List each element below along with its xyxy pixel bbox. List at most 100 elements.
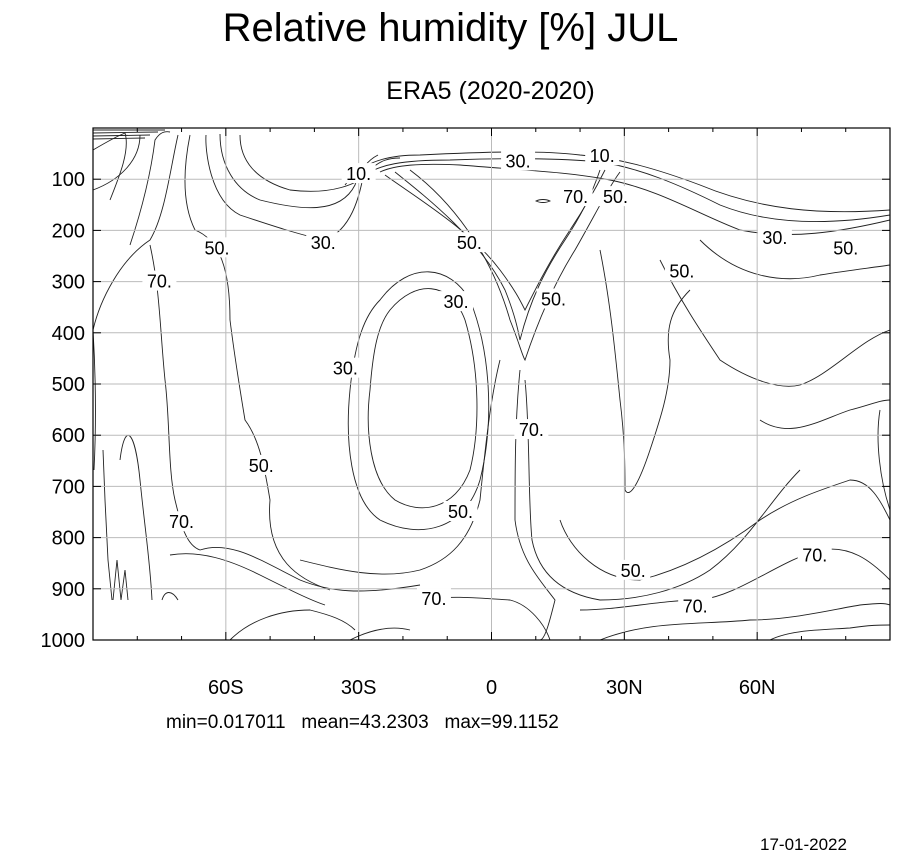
contour-line — [239, 134, 401, 192]
contour-label-bg — [452, 232, 487, 253]
x-tick-label: 30S — [341, 677, 377, 699]
y-tick-label: 400 — [52, 323, 85, 345]
contour-line — [599, 603, 891, 641]
contour-line — [534, 199, 552, 203]
contour-label: 30. — [333, 359, 358, 379]
contour-line — [92, 137, 146, 140]
contour-label-bg — [244, 454, 279, 475]
contour-label-bg — [439, 291, 474, 312]
contour-label-bg — [341, 163, 376, 184]
contour-label-bg — [306, 232, 341, 253]
contour-line — [379, 163, 891, 235]
contour-line — [92, 134, 141, 191]
contour-label: 50. — [204, 238, 229, 258]
contour-line — [579, 548, 891, 611]
contour-label: 50. — [457, 233, 482, 253]
y-tick-label: 1000 — [41, 630, 86, 652]
contour-line — [367, 288, 478, 509]
contour-label: 70. — [683, 597, 708, 617]
contour-label: 30. — [762, 228, 787, 248]
y-tick-label: 100 — [52, 169, 85, 191]
contour-label-bg — [828, 237, 863, 258]
contour-label-bg — [598, 186, 633, 207]
contour-label-bg — [757, 227, 792, 248]
contour-line — [184, 134, 331, 591]
y-tick-label: 900 — [52, 579, 85, 601]
contour-line — [769, 624, 891, 641]
contour-line — [205, 134, 366, 241]
contour-label: 50. — [249, 456, 274, 476]
contour-line — [229, 609, 356, 641]
contour-line — [514, 369, 556, 641]
contour-line — [877, 409, 891, 511]
contour-line — [759, 399, 891, 429]
contour-label-layer: 10. 10. 30. 30. 30. 30. 30. 50. 50. 50. 50. 50. 50. 5… — [142, 145, 863, 617]
contour-label: 10. — [346, 164, 371, 184]
contour-label-bg — [585, 145, 620, 166]
contour-label: 50. — [603, 187, 628, 207]
contour-label-bg — [416, 588, 451, 609]
x-tick-label: 30N — [606, 677, 643, 699]
contour-line — [92, 134, 151, 137]
contour-label-bg — [797, 544, 832, 565]
contour-label: 70. — [169, 512, 194, 532]
contour-label-bg — [536, 288, 571, 309]
contour-label-bg — [164, 511, 199, 532]
contour-line — [149, 244, 421, 592]
contour-label-bg — [443, 501, 478, 521]
contour-label: 30. — [444, 292, 469, 312]
chart-title: Relative humidity [%] JUL — [222, 6, 679, 50]
contour-label-bg — [678, 595, 713, 616]
contour-label-bg — [501, 150, 536, 171]
contour-label-bg — [142, 270, 177, 291]
contour-label: 50. — [448, 502, 473, 522]
contour-line — [119, 435, 153, 601]
contour-label: 30. — [506, 151, 531, 171]
y-tick-label: 500 — [52, 374, 85, 396]
contour-label: 70. — [802, 546, 827, 566]
y-tick-label: 700 — [52, 476, 85, 498]
axis-ticks: 60S 30S 0 30N 60N 100 200 300 400 500 600 700 800 900… — [41, 128, 890, 699]
date-stamp: 17-01-2022 — [760, 835, 847, 854]
contour-line — [299, 359, 501, 575]
contour-line — [92, 329, 96, 471]
contour-line — [129, 131, 171, 246]
contour-line — [699, 239, 891, 280]
contour-line — [659, 259, 891, 387]
contour-label: 70. — [147, 272, 172, 292]
contour-line — [92, 134, 179, 331]
contour-line — [524, 379, 801, 601]
contour-label: 70. — [421, 589, 446, 609]
x-tick-label: 60N — [739, 677, 776, 699]
contour-label-bg — [558, 186, 593, 207]
contour-label-bg — [616, 559, 651, 580]
contour-label: 70. — [563, 187, 588, 207]
contour-label: 50. — [541, 290, 566, 310]
contour-lines — [92, 129, 891, 641]
y-tick-label: 300 — [52, 272, 85, 294]
contour-line — [349, 627, 411, 641]
contour-line — [394, 169, 601, 341]
stats-line: min=0.017011 mean=43.2303 max=99.1152 — [166, 712, 559, 733]
grid-lines — [93, 128, 890, 641]
contour-line — [599, 249, 691, 493]
contour-line — [102, 449, 113, 601]
contour-label-bg — [199, 237, 234, 258]
y-tick-label: 800 — [52, 528, 85, 550]
contour-label-bg — [664, 260, 699, 281]
contour-line — [112, 559, 129, 601]
contour-line — [559, 479, 891, 581]
y-tick-label: 600 — [52, 425, 85, 447]
contour-line — [92, 132, 127, 201]
contour-label: 50. — [833, 238, 858, 258]
x-tick-label: 0 — [486, 677, 497, 699]
contour-label: 30. — [311, 233, 336, 253]
contour-label-bg — [514, 419, 549, 440]
contour-label: 50. — [621, 561, 646, 581]
chart-subtitle: ERA5 (2020-2020) — [386, 77, 595, 105]
contour-line — [169, 553, 326, 606]
contour-label: 50. — [669, 261, 694, 281]
x-tick-label: 60S — [208, 677, 244, 699]
contour-label: 10. — [590, 146, 615, 166]
